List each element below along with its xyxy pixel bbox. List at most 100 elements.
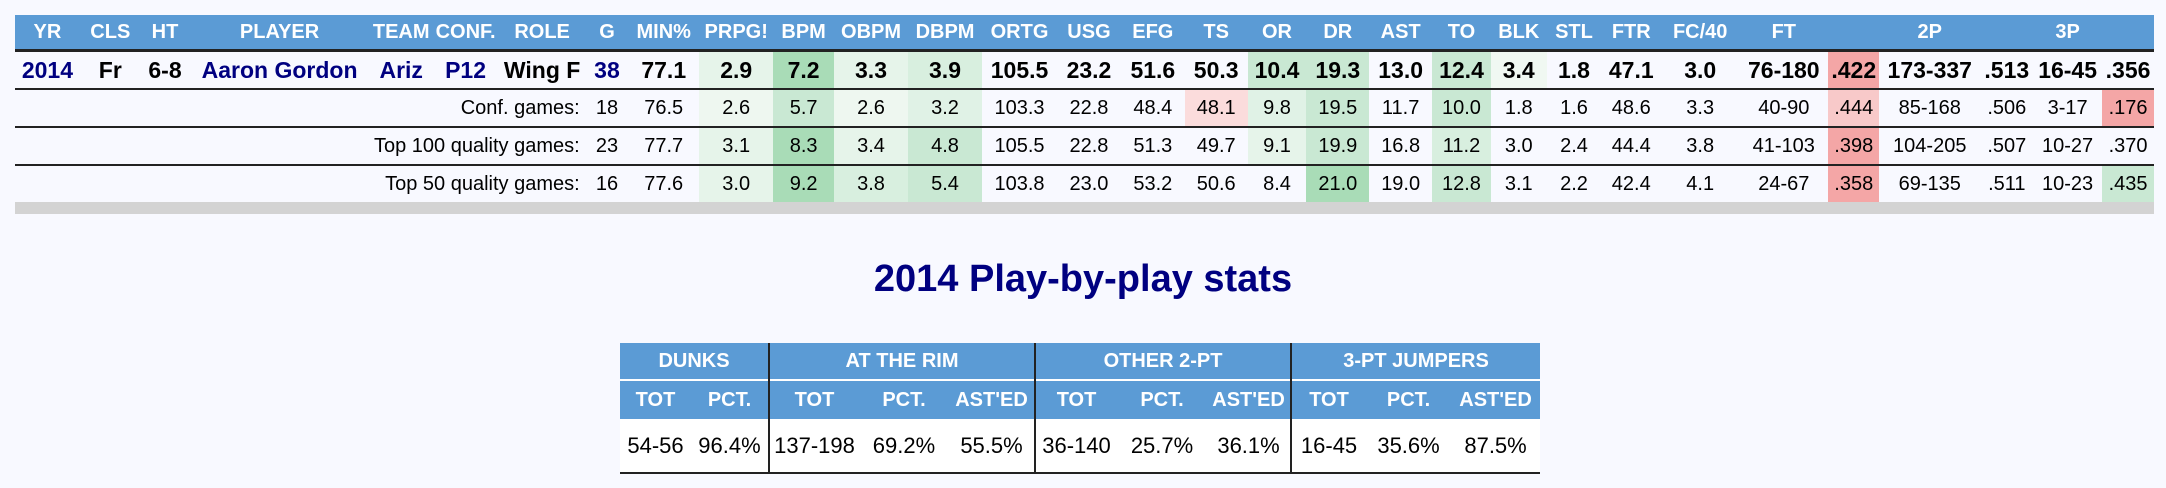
class-cell: Fr [79, 50, 141, 90]
col-header-g[interactable]: G [585, 15, 629, 52]
col-header-fc40[interactable]: FC/40 [1661, 15, 1740, 52]
stat-cell: 105.5 [982, 127, 1058, 166]
stats-header-row: YR CLS HT PLAYER TEAM CONF. ROLE G MIN% … [15, 15, 2154, 52]
stat-cell: 9.2 [773, 165, 835, 209]
col-header-dr[interactable]: DR [1306, 15, 1370, 52]
col-header-obpm[interactable]: OBPM [834, 15, 909, 52]
stat-cell: 19.9 [1306, 127, 1370, 166]
stat-cell: 40-90 [1739, 89, 1829, 128]
stat-cell: 3.0 [1490, 127, 1547, 166]
col-header-usg[interactable]: USG [1057, 15, 1121, 52]
group-header-rim: AT THE RIM [767, 343, 1036, 380]
stat-cell: 44.4 [1601, 127, 1662, 166]
col-header-ts[interactable]: TS [1184, 15, 1248, 52]
pbp-value: 54-56 [620, 419, 691, 474]
col-header-team[interactable]: TEAM [369, 15, 433, 52]
stat-cell: 48.1 [1184, 89, 1248, 128]
conference-link[interactable]: P12 [432, 50, 499, 90]
stat-cell: 3.8 [834, 165, 909, 209]
pbp-value: 25.7% [1117, 419, 1208, 474]
stat-cell: 22.8 [1057, 89, 1121, 128]
col-header-ft[interactable]: FT [1739, 15, 1829, 52]
col-header-3p-pct [2102, 15, 2154, 52]
subheader-asted: AST'ED [1207, 379, 1292, 419]
col-header-conf[interactable]: CONF. [432, 15, 499, 52]
stat-cell: 18 [585, 89, 629, 128]
col-header-ortg[interactable]: ORTG [982, 15, 1058, 52]
col-header-efg[interactable]: EFG [1120, 15, 1185, 52]
stat-cell: .176 [2102, 89, 2154, 128]
col-header-2p-pct [1980, 15, 2034, 52]
stat-cell: 2.6 [834, 89, 909, 128]
split-label: Conf. games: [15, 89, 586, 128]
stat-cell: .507 [1980, 127, 2034, 166]
stat-cell: 9.8 [1247, 89, 1307, 128]
stat-cell: 3.3 [834, 50, 909, 90]
col-header-player[interactable]: PLAYER [189, 15, 370, 52]
subheader-tot: TOT [1290, 379, 1367, 419]
pbp-stats-table: DUNKS AT THE RIM OTHER 2-PT 3-PT JUMPERS… [620, 343, 1541, 474]
col-header-bpm[interactable]: BPM [773, 15, 835, 52]
col-header-role[interactable]: ROLE [498, 15, 586, 52]
col-header-cls[interactable]: CLS [79, 15, 141, 52]
pbp-value: 36.1% [1207, 419, 1292, 474]
stat-cell: 42.4 [1601, 165, 1662, 209]
stat-cell: .356 [2102, 50, 2154, 90]
stat-cell: 41-103 [1739, 127, 1829, 166]
stat-cell: 3.4 [1490, 50, 1547, 90]
stat-cell: 19.5 [1306, 89, 1370, 128]
stat-cell: 24-67 [1739, 165, 1829, 209]
stat-cell: 51.6 [1120, 50, 1185, 90]
split-label: Top 50 quality games: [15, 165, 586, 209]
player-name-link[interactable]: Aaron Gordon [189, 50, 370, 90]
col-header-yr[interactable]: YR [15, 15, 80, 52]
pbp-value: 137-198 [768, 419, 859, 474]
games-link[interactable]: 38 [585, 50, 629, 90]
stat-cell: 13.0 [1369, 50, 1433, 90]
stat-cell: 9.1 [1247, 127, 1307, 166]
col-header-blk[interactable]: BLK [1490, 15, 1547, 52]
stat-cell: 7.2 [773, 50, 835, 90]
role-cell: Wing F [498, 50, 586, 90]
subheader-tot: TOT [1034, 379, 1118, 419]
col-header-ht[interactable]: HT [140, 15, 190, 52]
subheader-asted: AST'ED [1451, 379, 1541, 419]
stat-cell: 23.2 [1057, 50, 1121, 90]
pbp-section-title: 2014 Play-by-play stats [873, 258, 1293, 300]
stat-cell: .370 [2102, 127, 2154, 166]
team-link[interactable]: Ariz [369, 50, 433, 90]
stat-cell: .511 [1980, 165, 2034, 209]
stat-cell: 76.5 [628, 89, 700, 128]
stat-cell: 48.6 [1601, 89, 1662, 128]
stat-cell: 23 [585, 127, 629, 166]
stat-cell: 16-45 [2033, 50, 2103, 90]
season-year-link[interactable]: 2014 [15, 50, 80, 90]
col-header-ftr[interactable]: FTR [1601, 15, 1662, 52]
col-header-dbpm[interactable]: DBPM [908, 15, 983, 52]
stat-cell: 3-17 [2033, 89, 2103, 128]
stat-cell: 3.8 [1661, 127, 1740, 166]
split-row-top50: Top 50 quality games: 16 77.6 3.0 9.2 3.… [15, 165, 2154, 209]
col-header-to[interactable]: TO [1432, 15, 1491, 52]
pbp-value: 96.4% [691, 419, 769, 474]
col-header-or[interactable]: OR [1247, 15, 1307, 52]
stat-cell: 23.0 [1057, 165, 1121, 209]
stat-cell: 12.8 [1432, 165, 1491, 209]
stat-cell: 3.1 [1490, 165, 1547, 209]
subheader-pct: PCT. [691, 379, 769, 419]
stat-cell: 10-23 [2033, 165, 2103, 209]
stat-cell: 1.6 [1546, 89, 1602, 128]
col-header-prpg[interactable]: PRPG! [699, 15, 774, 52]
stat-cell: 1.8 [1546, 50, 1602, 90]
col-header-stl[interactable]: STL [1546, 15, 1602, 52]
col-header-min[interactable]: MIN% [628, 15, 700, 52]
stat-cell: 3.3 [1661, 89, 1740, 128]
col-header-ast[interactable]: AST [1369, 15, 1433, 52]
stat-cell: 3.9 [908, 50, 983, 90]
col-header-3p[interactable]: 3P [2033, 15, 2103, 52]
stat-cell: 53.2 [1120, 165, 1185, 209]
stat-cell: 105.5 [982, 50, 1058, 90]
col-header-2p[interactable]: 2P [1879, 15, 1981, 52]
stat-cell: .444 [1828, 89, 1880, 128]
stat-cell: 8.4 [1247, 165, 1307, 209]
